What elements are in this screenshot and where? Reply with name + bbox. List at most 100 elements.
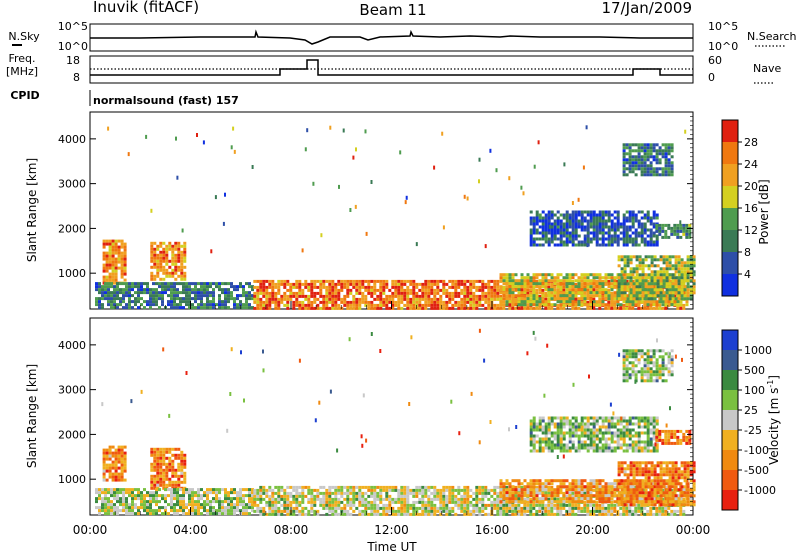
heatmap-cell <box>367 485 371 489</box>
heatmap-cell <box>203 503 206 507</box>
heatmap-cell <box>137 497 140 501</box>
colorbar-tick-label: 4 <box>744 268 751 281</box>
heatmap-cell <box>218 500 221 504</box>
heatmap-cell <box>298 300 302 304</box>
heatmap-cell <box>286 279 290 283</box>
heatmap-cell <box>532 294 536 298</box>
heatmap-cell <box>529 300 533 304</box>
heatmap-cell <box>487 488 491 492</box>
heatmap-cell <box>641 288 645 292</box>
heatmap-cell <box>529 294 533 298</box>
heatmap-cell <box>472 491 476 495</box>
heatmap-cell <box>583 237 587 241</box>
heatmap-cell <box>676 300 680 304</box>
heatmap-cell <box>295 279 299 283</box>
heatmap-cell <box>248 306 251 310</box>
heatmap-cell <box>454 288 458 292</box>
heatmap-cell <box>496 291 500 295</box>
heatmap-cell <box>592 273 596 277</box>
heatmap-cell <box>105 257 109 261</box>
heatmap-cell <box>641 264 645 268</box>
heatmap-cell <box>286 491 290 495</box>
heatmap-cell <box>107 512 110 516</box>
heatmap-cell <box>194 291 197 295</box>
heatmap-cell <box>206 303 209 307</box>
heatmap-cell <box>520 285 524 289</box>
heatmap-cell <box>194 506 197 510</box>
heatmap-cell <box>233 509 236 513</box>
heatmap-cell <box>634 143 638 147</box>
heatmap-cell <box>559 225 563 229</box>
heatmap-cell <box>616 234 620 238</box>
heatmap-cell <box>475 297 479 301</box>
heatmap-cell <box>334 485 338 489</box>
heatmap-cell <box>623 267 627 271</box>
heatmap-cell <box>469 291 473 295</box>
heatmap-cell <box>340 285 344 289</box>
heatmap-cell <box>110 303 113 307</box>
heatmap-cell <box>634 240 638 244</box>
heatmap-cell <box>595 303 599 307</box>
heatmap-cell <box>176 488 179 492</box>
heatmap-cell <box>114 466 118 470</box>
heatmap-cell <box>194 503 197 507</box>
heatmap-cell <box>550 228 554 232</box>
heatmap-cell <box>487 279 491 283</box>
heatmap-cell <box>571 300 575 304</box>
heatmap-cell <box>218 512 221 516</box>
heatmap-cell <box>617 285 621 289</box>
heatmap-cell <box>120 239 124 243</box>
heatmap-cell <box>613 300 617 304</box>
heatmap-cell <box>268 494 272 498</box>
heatmap-cell <box>104 294 107 298</box>
heatmap-cell <box>277 291 281 295</box>
heatmap-cell <box>460 291 464 295</box>
heatmap-cell <box>239 285 242 289</box>
heatmap-cell <box>179 500 182 504</box>
heatmap-cell <box>550 291 554 295</box>
heatmap-cell <box>553 213 557 217</box>
heatmap-cell <box>108 457 112 461</box>
heatmap-cell <box>665 270 669 274</box>
heatmap-cell <box>665 282 669 286</box>
heatmap-cell <box>601 225 605 229</box>
heatmap-cell <box>451 488 455 492</box>
heatmap-cell <box>379 279 383 283</box>
heatmap-cell <box>601 303 605 307</box>
heatmap-cell <box>559 231 563 235</box>
heatmap-cell <box>114 269 118 273</box>
heatmap-cell <box>646 170 650 174</box>
heatmap-cell <box>140 303 143 307</box>
heatmap-cell <box>436 491 440 495</box>
heatmap-cell <box>442 285 446 289</box>
heatmap-cell <box>262 282 266 286</box>
heatmap-cell <box>307 500 311 504</box>
heatmap-cell <box>466 491 470 495</box>
heatmap-cell <box>520 294 524 298</box>
heatmap-cell <box>493 285 497 289</box>
heatmap-cell <box>620 255 624 259</box>
heatmap-cell <box>571 228 575 232</box>
heatmap-cell <box>493 288 497 292</box>
heatmap-cell <box>168 480 172 484</box>
heatmap-cell <box>206 282 209 286</box>
heatmap-cell <box>625 228 629 232</box>
heatmap-cell <box>117 239 121 243</box>
heatmap-cell <box>334 297 338 301</box>
heatmap-cell <box>445 306 449 310</box>
heatmap-cell <box>547 240 551 244</box>
heatmap-cell <box>183 277 187 281</box>
heatmap-cell <box>659 258 663 262</box>
heatmap-cell <box>457 294 461 298</box>
heatmap-cell <box>105 239 109 243</box>
heatmap-cell <box>221 503 224 507</box>
nsky-trace <box>90 29 693 45</box>
heatmap-cell <box>649 243 653 247</box>
heatmap-cell <box>373 282 377 286</box>
heatmap-cell <box>277 491 281 495</box>
heatmap-cell <box>641 267 645 271</box>
heatmap-cell <box>322 279 326 283</box>
heatmap-cell <box>583 297 587 301</box>
heatmap-cell <box>125 491 128 495</box>
heatmap-cell <box>595 216 599 220</box>
